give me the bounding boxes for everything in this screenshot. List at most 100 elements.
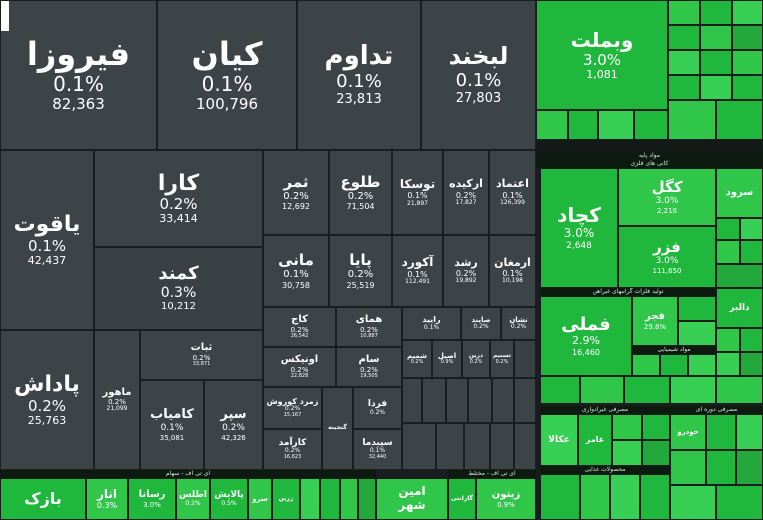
tile-small[interactable] (540, 474, 580, 520)
tile-small[interactable] (668, 50, 700, 75)
tile-small[interactable] (632, 354, 660, 376)
tile-kgol[interactable]: کگل 3.0% 2,218 (618, 168, 716, 226)
tile-small[interactable] (492, 378, 514, 423)
tile-small[interactable] (716, 352, 740, 376)
tile-small[interactable] (642, 414, 670, 440)
tile-small[interactable] (706, 414, 736, 450)
tile-aknar[interactable]: انار 0.3% (86, 478, 128, 520)
tile-small[interactable] (668, 0, 700, 25)
tile-small[interactable] (736, 450, 763, 485)
tile-kagd[interactable]: کچاد 3.0% 2,648 (540, 168, 618, 288)
tile-small[interactable] (612, 440, 642, 466)
tile-garanti[interactable]: گارانتی (448, 478, 476, 520)
tile-armaghan[interactable]: ارمغان 0.1% 10,198 (489, 235, 536, 307)
tile-sarv[interactable]: سرو (248, 478, 272, 520)
tile-tasnim[interactable]: تسنیم 0.2% (490, 340, 514, 378)
tile-small[interactable] (514, 378, 536, 423)
tile-small[interactable] (446, 378, 468, 423)
tile-balaish[interactable]: پالایش 0.5% (210, 478, 248, 520)
tile-karamad[interactable]: کارآمد 0.2% 16,623 (263, 429, 322, 470)
tile-small[interactable] (598, 110, 634, 140)
tile-homay[interactable]: همای 0.2% 10,887 (336, 307, 402, 347)
tile-sabat[interactable]: ثبات 0.2% 33,871 (140, 330, 263, 380)
tile-maher[interactable]: ماهور 0.2% 21,099 (94, 330, 140, 470)
tile-small[interactable] (436, 423, 464, 470)
tile-ghamar[interactable]: غامر (578, 414, 612, 466)
tile-atlas[interactable]: اطلس 0.2% (176, 478, 210, 520)
tile-small[interactable] (740, 240, 763, 264)
tile-small[interactable] (540, 376, 580, 404)
tile-small[interactable] (640, 474, 670, 520)
tile-small[interactable] (300, 478, 320, 520)
tile-small[interactable] (536, 110, 568, 140)
tile-small[interactable] (340, 478, 358, 520)
tile-faraz[interactable]: فزر 3.0% 111,650 (618, 226, 716, 288)
tile-farda[interactable]: فردا 0.2% (353, 387, 402, 429)
tile-small[interactable] (716, 100, 763, 140)
tile-sayan[interactable]: صایند 0.2% (461, 307, 501, 340)
tile-sam[interactable]: سام 0.2% 19,505 (336, 347, 402, 387)
tile-sarod[interactable]: سرود (716, 168, 763, 218)
tile-rasana[interactable]: رسانا 3.0% (128, 478, 176, 520)
tile-small[interactable] (402, 423, 436, 470)
tile-padash[interactable]: پاداش 0.2% 25,763 (0, 330, 94, 470)
tile-small[interactable] (580, 376, 624, 404)
tile-shamim[interactable]: شمیم 0.2% (402, 340, 432, 378)
tile-small[interactable] (668, 75, 700, 100)
tile-mani[interactable]: مانی 0.1% 30,758 (263, 235, 329, 307)
tile-aknakol[interactable]: عکالا (540, 414, 578, 466)
tile-small[interactable] (320, 478, 340, 520)
tile-fameli[interactable]: فملی 2.9% 16,460 (540, 296, 632, 376)
tile-small[interactable] (740, 218, 763, 240)
tile-small[interactable] (700, 25, 732, 50)
tile-small[interactable] (700, 0, 732, 25)
tile-small[interactable] (706, 450, 736, 485)
tile-small[interactable] (716, 485, 763, 520)
tile-separ[interactable]: سپر 0.2% 42,326 (204, 380, 263, 470)
tile-tadavom[interactable]: تداوم 0.1% 23,813 (297, 0, 421, 150)
tile-paya[interactable]: پایا 0.2% 25,519 (329, 235, 392, 307)
tile-asil[interactable]: اصیل 0.9% (432, 340, 462, 378)
tile-touska[interactable]: توسکا 0.1% 21,897 (392, 150, 443, 235)
tile-kaj[interactable]: کاج 0.2% 26,542 (263, 307, 336, 347)
tile-zarin[interactable]: زرین (272, 478, 300, 520)
tile-small[interactable] (716, 218, 740, 240)
tile-small[interactable] (700, 50, 732, 75)
tile-akord[interactable]: آکورد 0.1% 112,491 (392, 235, 443, 307)
tile-samar[interactable]: ثمر 0.2% 12,692 (263, 150, 329, 235)
tile-small[interactable] (732, 50, 763, 75)
tile-small[interactable] (716, 240, 740, 264)
tile-small[interactable] (732, 0, 763, 25)
tile-small[interactable] (668, 25, 700, 50)
tile-ganjine[interactable]: گنجینه (322, 387, 353, 470)
tile-kamand[interactable]: کمند 0.3% 10,212 (94, 247, 263, 330)
tile-dalbar[interactable]: دالبر (716, 288, 763, 328)
tile-small[interactable] (634, 110, 668, 140)
tile-small[interactable] (670, 450, 706, 485)
tile-neshan[interactable]: نشان 0.2% (501, 307, 536, 340)
tile-small[interactable] (580, 474, 610, 520)
tile-etemad[interactable]: اعتماد 0.1% 126,399 (489, 150, 536, 235)
tile-small[interactable] (688, 354, 716, 376)
tile-small[interactable] (716, 264, 763, 288)
tile-small[interactable] (624, 376, 670, 404)
tile-small[interactable] (732, 75, 763, 100)
tile-small[interactable] (422, 378, 446, 423)
tile-kamyab[interactable]: کامیاب 0.1% 35,081 (140, 380, 204, 470)
tile-small[interactable] (716, 328, 740, 352)
tile-small[interactable] (740, 328, 763, 352)
tile-small[interactable] (464, 423, 490, 470)
tile-small[interactable] (612, 414, 642, 440)
tile-bazak[interactable]: بازک (0, 478, 86, 520)
tile-small[interactable] (670, 376, 716, 404)
tile-small[interactable] (736, 414, 763, 450)
tile-firouza[interactable]: فیروزا 0.1% 82,363 (0, 0, 157, 150)
tile-small[interactable] (514, 423, 536, 470)
tile-tolou[interactable]: طلوع 0.2% 71,504 (329, 150, 392, 235)
tile-khodro[interactable]: خودرو (670, 414, 706, 450)
tile-small[interactable] (716, 376, 763, 404)
tile-kara[interactable]: کارا 0.2% 33,414 (94, 150, 263, 247)
tile-small[interactable] (732, 25, 763, 50)
tile-roshd[interactable]: رشد 0.2% 19,892 (443, 235, 489, 307)
tile-small[interactable] (678, 321, 716, 346)
